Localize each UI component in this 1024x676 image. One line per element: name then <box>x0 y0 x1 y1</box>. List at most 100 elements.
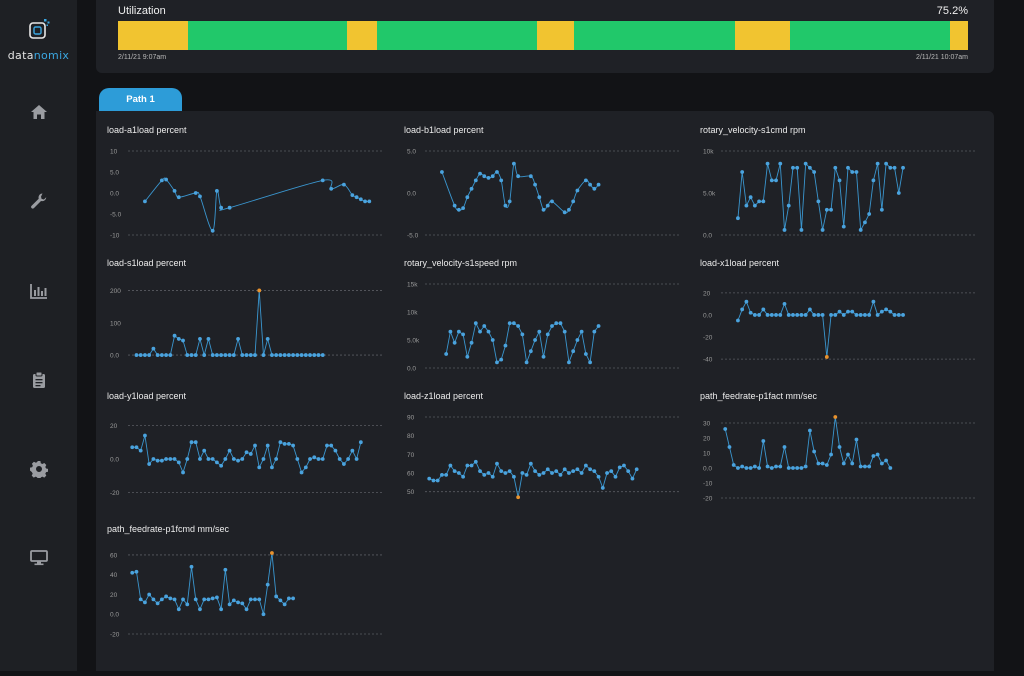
data-point[interactable] <box>308 457 312 461</box>
utilization-segment-running[interactable] <box>573 21 736 50</box>
data-point[interactable] <box>274 594 279 599</box>
data-point[interactable] <box>185 353 190 357</box>
data-point[interactable] <box>769 313 774 317</box>
data-point[interactable] <box>837 178 842 183</box>
data-point[interactable] <box>761 307 766 312</box>
data-point[interactable] <box>291 596 295 601</box>
data-point[interactable] <box>888 309 893 314</box>
data-point[interactable] <box>138 353 143 357</box>
data-point[interactable] <box>465 195 470 200</box>
data-point[interactable] <box>748 310 753 315</box>
data-point[interactable] <box>431 478 436 483</box>
chart-5[interactable]: load-x1load percent 20 0.0 -20 -40 <box>700 258 975 364</box>
data-point[interactable] <box>282 602 287 607</box>
data-point[interactable] <box>761 199 766 204</box>
data-point[interactable] <box>299 470 304 475</box>
data-point[interactable] <box>541 207 546 212</box>
data-point[interactable] <box>282 353 287 357</box>
data-point[interactable] <box>261 353 266 357</box>
data-point[interactable] <box>168 457 173 461</box>
data-point[interactable] <box>799 466 804 470</box>
data-point[interactable] <box>600 486 605 490</box>
data-point[interactable] <box>782 301 787 306</box>
data-point[interactable] <box>863 220 867 225</box>
data-point[interactable] <box>808 307 812 312</box>
data-point[interactable] <box>478 329 482 334</box>
data-point[interactable] <box>761 439 766 443</box>
data-point[interactable] <box>879 207 884 212</box>
data-point[interactable] <box>507 469 512 474</box>
data-point[interactable] <box>736 318 740 323</box>
data-point[interactable] <box>778 313 783 317</box>
data-point[interactable] <box>363 199 367 204</box>
data-point[interactable] <box>444 472 449 477</box>
nav-display[interactable] <box>26 545 52 571</box>
data-point[interactable] <box>858 313 863 317</box>
data-point[interactable] <box>215 595 219 600</box>
data-point[interactable] <box>257 597 262 602</box>
data-point[interactable] <box>879 461 884 466</box>
data-point[interactable] <box>850 170 855 174</box>
data-point[interactable] <box>159 458 164 463</box>
data-point[interactable] <box>236 458 240 463</box>
chart-6[interactable]: load-y1load percent 20 0.0 -20 <box>107 391 382 497</box>
data-point[interactable] <box>795 165 800 170</box>
data-point[interactable] <box>227 448 232 453</box>
data-point[interactable] <box>168 353 173 357</box>
data-point[interactable] <box>215 189 219 193</box>
data-point[interactable] <box>812 313 817 317</box>
data-point[interactable] <box>537 329 542 334</box>
data-point[interactable] <box>791 466 795 470</box>
data-point[interactable] <box>248 353 253 357</box>
data-point[interactable] <box>533 182 537 187</box>
data-point[interactable] <box>469 463 474 468</box>
data-point[interactable] <box>528 461 533 466</box>
data-point[interactable] <box>303 465 308 470</box>
data-point[interactable] <box>567 360 571 365</box>
data-point[interactable] <box>533 469 537 474</box>
utilization-timeline[interactable] <box>118 21 968 50</box>
data-point[interactable] <box>159 597 164 602</box>
data-point[interactable] <box>469 340 474 345</box>
chart-1[interactable]: load-b1load percent 5.0 0.0 -5.0 <box>404 125 679 240</box>
data-point[interactable] <box>155 353 160 357</box>
data-point[interactable] <box>265 582 270 587</box>
data-point[interactable] <box>512 474 516 479</box>
data-point[interactable] <box>837 445 842 449</box>
data-point[interactable] <box>261 612 266 617</box>
data-point[interactable] <box>579 329 584 334</box>
data-point[interactable] <box>210 228 215 233</box>
data-point[interactable] <box>871 178 876 183</box>
data-point[interactable] <box>155 601 160 606</box>
data-point[interactable] <box>871 454 876 458</box>
data-point[interactable] <box>134 445 139 450</box>
data-point[interactable] <box>824 463 829 467</box>
data-point[interactable] <box>782 445 787 449</box>
data-point[interactable] <box>592 186 597 191</box>
data-point[interactable] <box>731 463 736 467</box>
data-point[interactable] <box>846 309 850 314</box>
data-point[interactable] <box>774 313 778 317</box>
data-point[interactable] <box>202 353 207 357</box>
data-point[interactable] <box>253 353 257 357</box>
data-point[interactable] <box>524 360 529 365</box>
data-point[interactable] <box>478 469 482 474</box>
data-point[interactable] <box>286 353 291 357</box>
data-point[interactable] <box>312 353 317 357</box>
data-point[interactable] <box>892 313 897 317</box>
data-point[interactable] <box>134 569 139 574</box>
data-point[interactable] <box>176 195 181 200</box>
data-point[interactable] <box>841 313 846 317</box>
data-point[interactable] <box>769 466 774 470</box>
data-point[interactable] <box>524 472 529 477</box>
utilization-segment-running[interactable] <box>377 21 538 50</box>
data-point[interactable] <box>748 195 753 200</box>
data-point[interactable] <box>512 321 516 326</box>
data-point[interactable] <box>320 353 325 357</box>
data-point[interactable] <box>215 353 219 357</box>
data-point[interactable] <box>829 313 833 317</box>
data-point[interactable] <box>634 467 639 472</box>
data-point[interactable] <box>482 174 487 179</box>
data-point[interactable] <box>248 452 253 456</box>
data-point[interactable] <box>605 471 609 475</box>
